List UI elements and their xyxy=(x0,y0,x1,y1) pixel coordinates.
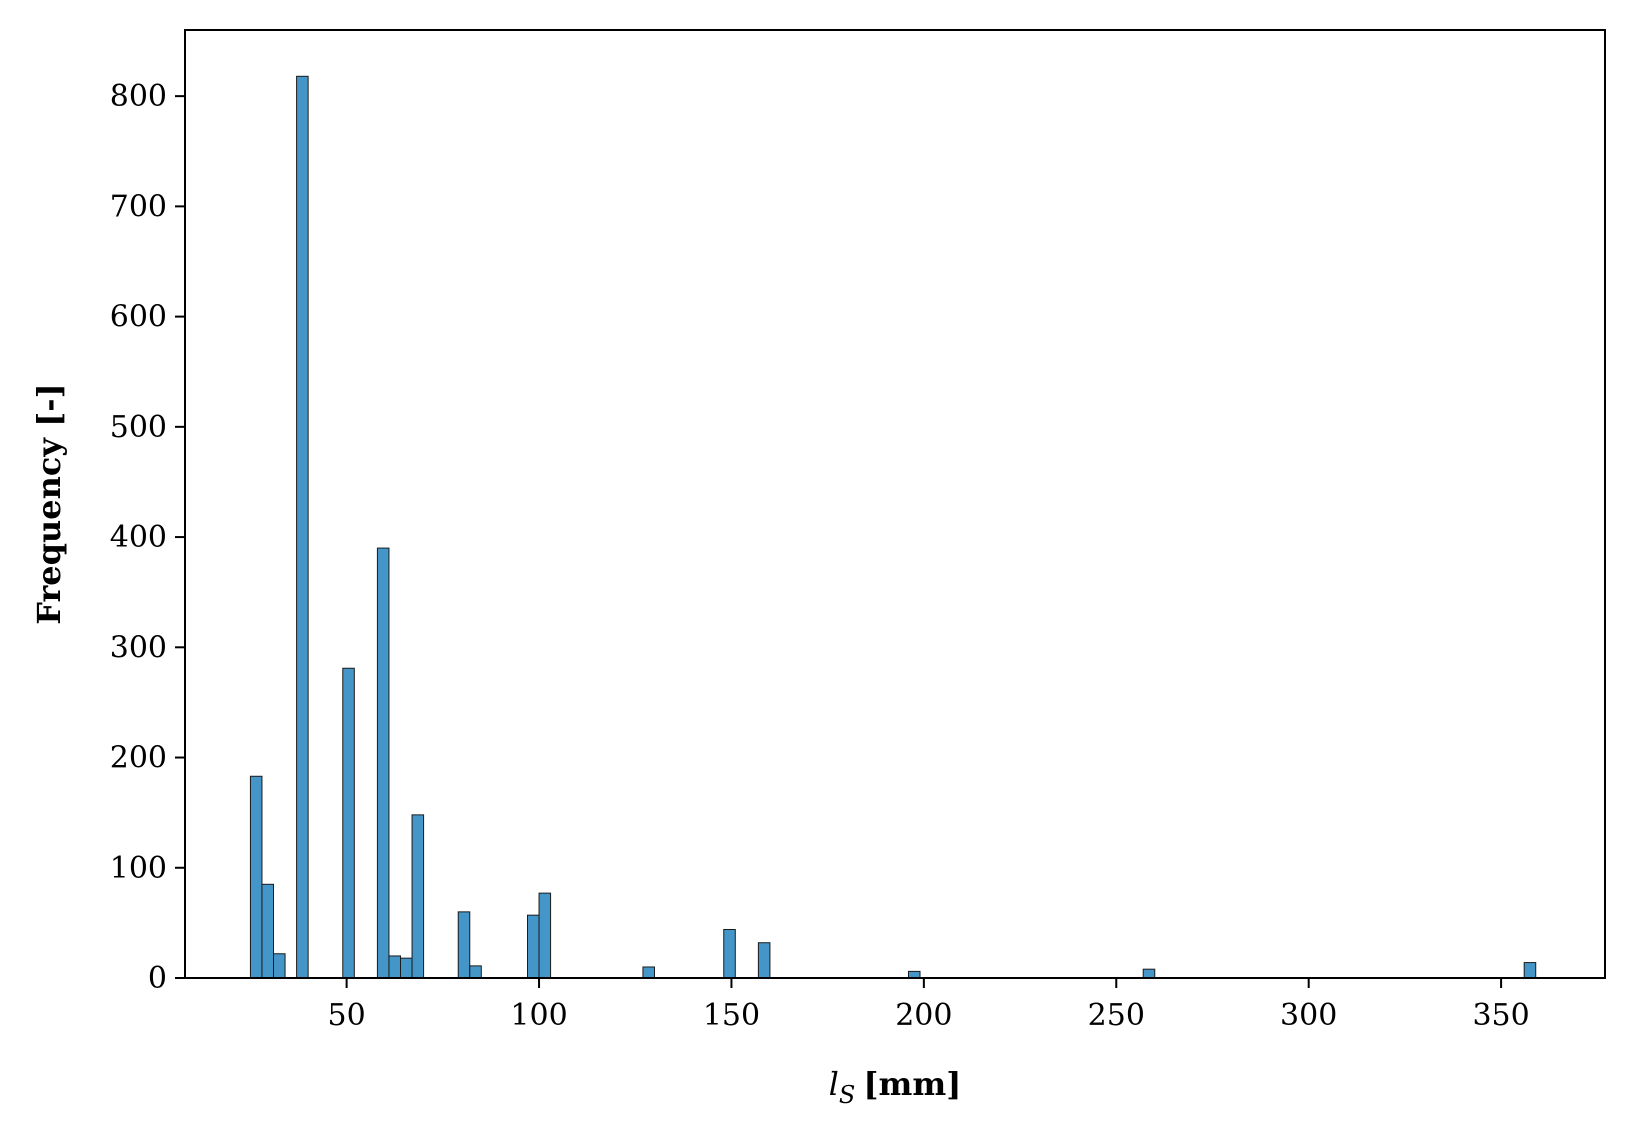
x-tick-label: 350 xyxy=(1472,998,1529,1033)
y-tick-label: 700 xyxy=(110,189,167,224)
y-tick-label: 400 xyxy=(110,520,167,555)
x-axis-label-symbol: l xyxy=(829,1065,839,1103)
x-tick-label: 250 xyxy=(1088,998,1145,1033)
x-axis-label-subscript: S xyxy=(839,1081,855,1109)
x-tick-label: 300 xyxy=(1280,998,1337,1033)
x-tick-label: 100 xyxy=(510,998,567,1033)
y-tick-label: 0 xyxy=(148,961,167,996)
y-tick-label: 200 xyxy=(110,741,167,776)
histogram-bar-4 xyxy=(342,667,355,979)
histogram-bar-18 xyxy=(1523,962,1537,979)
histogram-bar-13 xyxy=(642,966,655,979)
plot-frame xyxy=(184,29,1606,979)
histogram-bar-15 xyxy=(757,942,771,979)
x-axis-ticks: 50 100 150 200 250 300 350 xyxy=(328,978,1530,1033)
y-tick-label: 600 xyxy=(110,300,167,335)
bars-layer xyxy=(249,75,1537,979)
histogram-bar-2 xyxy=(273,953,286,979)
y-tick-label: 100 xyxy=(110,851,167,886)
histogram-bar-7 xyxy=(400,957,413,979)
x-axis-label: lS [mm] xyxy=(829,1065,962,1109)
x-tick-label: 200 xyxy=(895,998,952,1033)
histogram-bar-17 xyxy=(1142,968,1156,979)
histogram-bar-5 xyxy=(376,547,390,979)
histogram-bar-9 xyxy=(457,911,471,979)
histogram-bar-10 xyxy=(469,965,482,979)
histogram-bar-6 xyxy=(388,955,402,979)
histogram-bar-11 xyxy=(526,914,540,979)
histogram-bar-0 xyxy=(249,775,263,979)
y-tick-label: 800 xyxy=(110,79,167,114)
y-tick-label: 500 xyxy=(110,410,167,445)
y-tick-label: 300 xyxy=(110,630,167,665)
histogram-bar-8 xyxy=(411,814,425,979)
histogram-bar-3 xyxy=(296,75,309,979)
y-axis-label: Frequency [-] xyxy=(30,383,68,624)
x-tick-label: 150 xyxy=(703,998,760,1033)
histogram-bar-1 xyxy=(261,883,275,979)
histogram-bar-12 xyxy=(538,892,552,979)
histogram-bar-14 xyxy=(723,928,736,979)
x-tick-label: 50 xyxy=(328,998,366,1033)
y-axis-ticks: 0 100 200 300 400 500 600 700 800 xyxy=(110,79,185,996)
x-axis-label-unit: [mm] xyxy=(863,1065,961,1103)
